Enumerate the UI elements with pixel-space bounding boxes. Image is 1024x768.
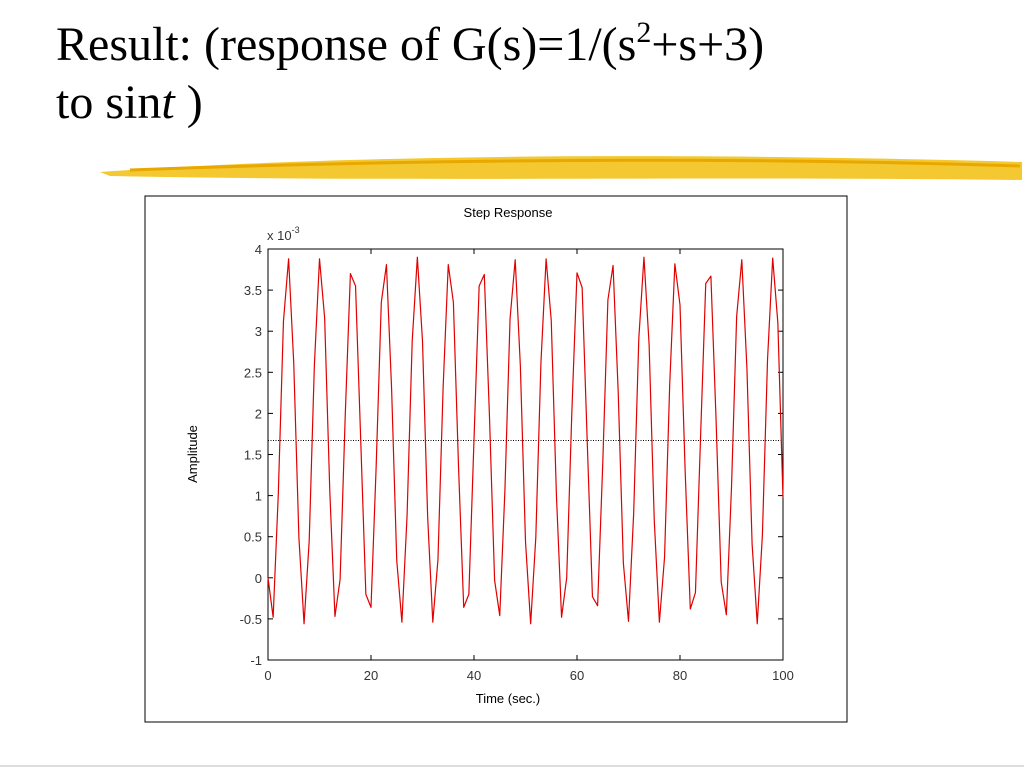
chart-title: Step Response <box>464 205 553 220</box>
data-line <box>267 256 784 625</box>
y-multiplier-base: x 10 <box>267 228 292 243</box>
y-multiplier: x 10-3 <box>267 225 300 243</box>
title-text: +s+3) <box>651 18 765 71</box>
x-tick-label: 60 <box>570 668 584 683</box>
y-tick-label: 3 <box>255 324 262 339</box>
title-line: to sint ) <box>56 74 764 132</box>
y-tick-label: 3.5 <box>244 283 262 298</box>
title-text: ) <box>174 76 203 129</box>
y-tick-label: 2.5 <box>244 365 262 380</box>
y-axis-label: Amplitude <box>185 425 200 483</box>
y-tick-label: 4 <box>255 242 262 257</box>
x-tick-label: 20 <box>364 668 378 683</box>
title-text: Result: (response of G(s)=1/(s <box>56 18 637 71</box>
y-tick-label: -0.5 <box>240 612 262 627</box>
y-tick-label: 1 <box>255 489 262 504</box>
title-italic: t <box>161 76 175 129</box>
figure-frame <box>144 195 848 723</box>
x-axis-label: Time (sec.) <box>476 691 541 706</box>
y-multiplier-exponent: -3 <box>292 225 300 235</box>
y-tick-label: 1.5 <box>244 448 262 463</box>
y-tick-label: 0.5 <box>244 530 262 545</box>
title-text: to sin <box>56 76 162 129</box>
x-tick-label: 0 <box>264 668 271 683</box>
x-tick-label: 40 <box>467 668 481 683</box>
y-tick-label: 2 <box>255 406 262 421</box>
y-tick-label: 0 <box>255 571 262 586</box>
title-superscript: 2 <box>636 16 652 49</box>
slide-title: Result: (response of G(s)=1/(s2+s+3) to … <box>56 16 764 132</box>
x-tick-label: 80 <box>673 668 687 683</box>
title-line: Result: (response of G(s)=1/(s2+s+3) <box>56 16 764 74</box>
title-underline-stroke <box>129 158 1021 172</box>
y-tick-label: -1 <box>250 653 262 668</box>
x-tick-label: 100 <box>772 668 794 683</box>
